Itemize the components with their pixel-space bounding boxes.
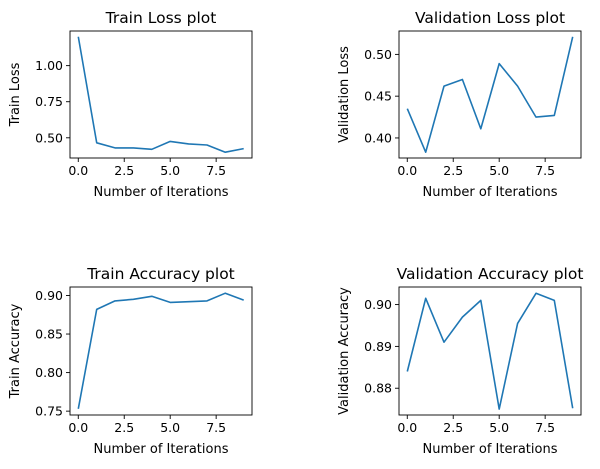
train-accuracy-ytick-label: 0.80: [35, 365, 63, 380]
train-accuracy-xtick-label: 2.5: [114, 420, 134, 435]
validation-loss-title: Validation Loss plot: [415, 9, 565, 27]
validation-accuracy-xtick-label: 2.5: [443, 420, 463, 435]
validation-accuracy-ytick-label: 0.90: [364, 297, 392, 312]
validation-loss-xtick-label: 2.5: [443, 163, 463, 178]
validation-accuracy-ylabel: Validation Accuracy: [337, 287, 352, 415]
validation-accuracy-xlabel: Number of Iterations: [423, 442, 558, 457]
train-accuracy-series-line: [77, 292, 244, 409]
train-loss-axes: 0.0 2.5 5.0 7.5 0.50 0.75 1.00 Train Loss plot N…: [8, 9, 253, 200]
validation-loss-ytick-label: 0.50: [364, 47, 392, 62]
validation-loss-ylabel: Validation Loss: [337, 46, 352, 143]
train-accuracy-xlabel: Number of Iterations: [94, 442, 229, 457]
validation-loss-ytick-label: 0.45: [364, 89, 392, 104]
validation-accuracy-frame: [398, 286, 582, 416]
train-loss-ytick-label: 0.50: [35, 130, 63, 145]
train-accuracy-ytick-label: 0.85: [35, 327, 63, 342]
train-accuracy-xtick-label: 7.5: [206, 420, 226, 435]
train-accuracy-ytick-label: 0.75: [35, 404, 63, 419]
validation-accuracy-series-line: [406, 292, 574, 410]
validation-loss-series-line: [406, 36, 574, 153]
validation-loss-xlabel: Number of Iterations: [423, 185, 558, 200]
validation-loss-xtick-label: 0.0: [397, 163, 417, 178]
train-loss-frame: [69, 30, 253, 159]
validation-accuracy-ytick-label: 0.89: [364, 339, 392, 354]
train-accuracy-xtick-label: 0.0: [68, 420, 88, 435]
validation-accuracy-axes: 0.0 2.5 5.0 7.5 0.88 0.89 0.90 Validation Accur…: [337, 265, 583, 457]
validation-accuracy-xtick-label: 5.0: [489, 420, 509, 435]
validation-loss-xtick-label: 7.5: [535, 163, 555, 178]
validation-accuracy-ytick-label: 0.88: [364, 381, 392, 396]
train-loss-ytick-label: 1.00: [35, 58, 63, 73]
validation-accuracy-xtick-label: 0.0: [397, 420, 417, 435]
validation-loss-axes: 0.0 2.5 5.0 7.5 0.40 0.45 0.50 Validation Loss …: [337, 9, 582, 200]
train-accuracy-title: Train Accuracy plot: [86, 265, 235, 283]
train-loss-ytick-label: 0.75: [35, 94, 63, 109]
validation-accuracy-xtick-label: 7.5: [535, 420, 555, 435]
train-loss-title: Train Loss plot: [105, 9, 217, 27]
train-accuracy-ytick-label: 0.90: [35, 288, 63, 303]
train-accuracy-xtick-label: 5.0: [160, 420, 180, 435]
train-accuracy-axes: 0.0 2.5 5.0 7.5 0.75 0.80 0.85 0.90 Train Accura…: [8, 265, 253, 457]
train-accuracy-frame: [69, 286, 253, 416]
train-loss-xtick-label: 2.5: [114, 163, 134, 178]
validation-accuracy-title: Validation Accuracy plot: [397, 265, 584, 283]
train-loss-series-line: [77, 36, 244, 153]
train-loss-xtick-label: 5.0: [160, 163, 180, 178]
train-loss-xlabel: Number of Iterations: [94, 185, 229, 200]
train-loss-xtick-label: 0.0: [68, 163, 88, 178]
train-loss-ylabel: Train Loss: [8, 62, 23, 127]
validation-loss-frame: [398, 30, 582, 159]
validation-loss-xtick-label: 5.0: [489, 163, 509, 178]
train-accuracy-ylabel: Train Accuracy: [8, 303, 23, 399]
validation-loss-ytick-label: 0.40: [364, 130, 392, 145]
train-loss-xtick-label: 7.5: [206, 163, 226, 178]
